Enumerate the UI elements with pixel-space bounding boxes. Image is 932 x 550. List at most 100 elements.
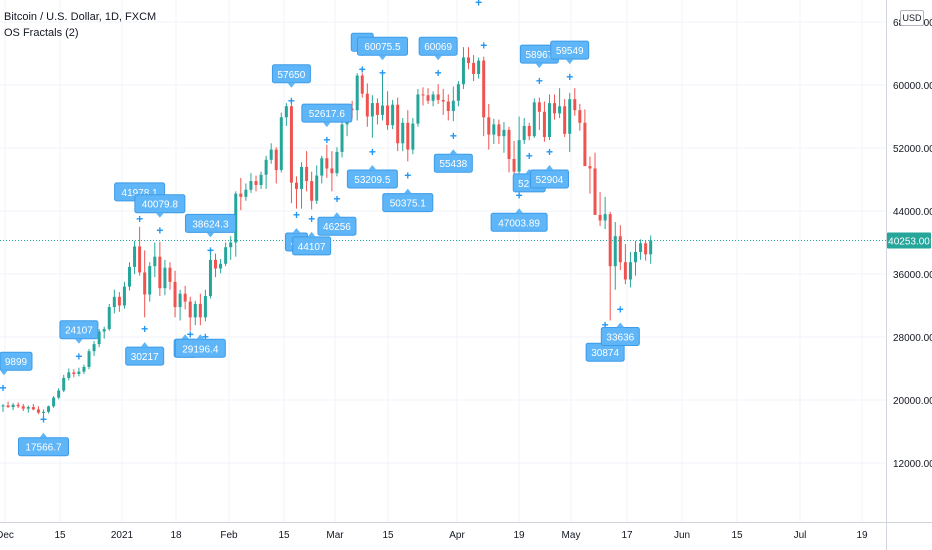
fractal-mark: + <box>156 224 163 238</box>
fractal-label[interactable]: 60075.5 <box>357 36 408 61</box>
fractal-label-text: 40079.8 <box>142 200 179 211</box>
fractal-label-pointer <box>307 231 316 237</box>
time-tick-label: 17 <box>621 530 633 541</box>
fractal-label-text: 17566.7 <box>25 443 62 454</box>
time-tick-label: 15 <box>278 530 290 541</box>
candle-body <box>542 111 546 137</box>
candle-body <box>82 366 86 372</box>
candle-body <box>102 329 106 332</box>
time-tick-label: 18 <box>170 530 182 541</box>
candle-body <box>208 259 212 297</box>
candle-body <box>264 159 268 175</box>
candle-body <box>178 293 182 308</box>
candle-body <box>406 122 410 150</box>
candle-body <box>416 94 420 124</box>
fractal-label[interactable]: 60069 <box>418 36 458 61</box>
symbol-title[interactable]: Bitcoin / U.S. Dollar, 1D, FXCM <box>4 11 157 23</box>
candle-body <box>451 100 455 111</box>
time-tick-label: Apr <box>449 530 465 541</box>
price-tick-label: 52000.00 <box>893 144 932 155</box>
fractal-label-text: 58967 <box>525 50 553 61</box>
fractal-label[interactable]: 17566.7 <box>17 432 69 457</box>
fractal-label-pointer <box>565 59 574 65</box>
fractal-label[interactable]: 38624.3 <box>184 213 236 238</box>
fractal-label[interactable]: 29196.4 <box>174 334 226 358</box>
fractal-label-pointer <box>292 227 301 233</box>
fractal-label[interactable]: 40079.8 <box>134 194 186 218</box>
candle-body <box>214 259 218 269</box>
candle-body <box>315 175 319 201</box>
fractal-label[interactable]: 46256 <box>317 212 357 236</box>
currency-button[interactable]: USD <box>900 10 924 26</box>
fractal-label[interactable]: 59549 <box>550 40 590 65</box>
candle-body <box>461 57 465 85</box>
candle-body <box>143 272 147 295</box>
fractal-label-text: 59549 <box>556 46 584 57</box>
candle-body <box>502 129 506 137</box>
candle-body <box>431 94 435 101</box>
fractal-label[interactable]: 50375.1 <box>382 188 434 213</box>
candle-body <box>553 103 557 114</box>
candle-body <box>512 159 516 172</box>
fractal-mark: + <box>0 381 7 395</box>
fractal-mark: + <box>323 133 330 147</box>
fractal-mark: + <box>526 149 533 163</box>
candle-body <box>593 168 597 215</box>
candle-body <box>269 149 273 160</box>
candle-body <box>517 140 521 172</box>
time-tick-label: 19 <box>856 530 868 541</box>
fractal-label[interactable]: 24107 <box>59 320 99 344</box>
fractal-mark: + <box>75 350 82 364</box>
fractal-mark: + <box>136 212 143 226</box>
candle-body <box>117 296 121 306</box>
candle-body <box>578 110 582 123</box>
candle-body <box>527 125 531 137</box>
fractal-label-text: 55438 <box>439 159 467 170</box>
candle-body <box>320 158 324 176</box>
fractal-label[interactable]: 52904 <box>529 164 569 189</box>
fractal-label[interactable]: 47003.89 <box>490 208 548 232</box>
candle-body <box>72 372 76 375</box>
fractal-label[interactable]: 53209.5 <box>346 164 398 189</box>
fractal-label[interactable]: 30217 <box>125 342 165 366</box>
candle-body <box>355 75 359 111</box>
candle-body <box>112 296 116 308</box>
candle-body <box>522 125 526 141</box>
fractal-mark: + <box>379 66 386 80</box>
candle-body <box>487 117 491 135</box>
fractal-label-text: 41978.1 <box>122 188 159 199</box>
fractal-label-pointer <box>206 232 215 238</box>
time-tick-label: 15 <box>382 530 394 541</box>
candle-body <box>57 390 61 398</box>
fractal-label-pointer <box>39 432 48 438</box>
fractal-label-pointer <box>449 149 458 155</box>
candle-body <box>330 168 334 174</box>
candle-body <box>254 181 258 186</box>
candle-body <box>558 106 562 114</box>
candle-body <box>62 377 66 391</box>
candle-body <box>335 151 339 174</box>
candle-body <box>310 181 314 201</box>
fractal-mark: + <box>40 413 47 427</box>
fractal-label[interactable]: 9899 <box>0 351 33 376</box>
fractal-label-text: 38624.3 <box>192 219 229 230</box>
candle-body <box>634 251 637 263</box>
candle-body <box>31 407 35 410</box>
candle-body <box>52 397 56 407</box>
fractal-label[interactable]: 57650 <box>271 64 311 88</box>
candle-body <box>193 303 197 318</box>
candle-body <box>87 351 91 367</box>
indicator-title[interactable]: OS Fractals (2) <box>4 27 79 39</box>
fractal-label-text: 50375.1 <box>390 199 427 210</box>
fractal-label[interactable]: 44107 <box>292 231 332 256</box>
candle-body <box>426 95 430 101</box>
fractal-label[interactable]: 52617.6 <box>301 103 353 128</box>
fractal-label[interactable]: 33636 <box>600 322 640 346</box>
fractal-label-text: 60069 <box>424 42 452 53</box>
fractal-label-pointer <box>535 63 544 69</box>
fractal-label[interactable]: 55438 <box>433 149 473 173</box>
fractal-mark: + <box>404 169 411 183</box>
time-tick-label: May <box>562 530 581 541</box>
fractal-label-text: 52617.6 <box>309 109 346 120</box>
